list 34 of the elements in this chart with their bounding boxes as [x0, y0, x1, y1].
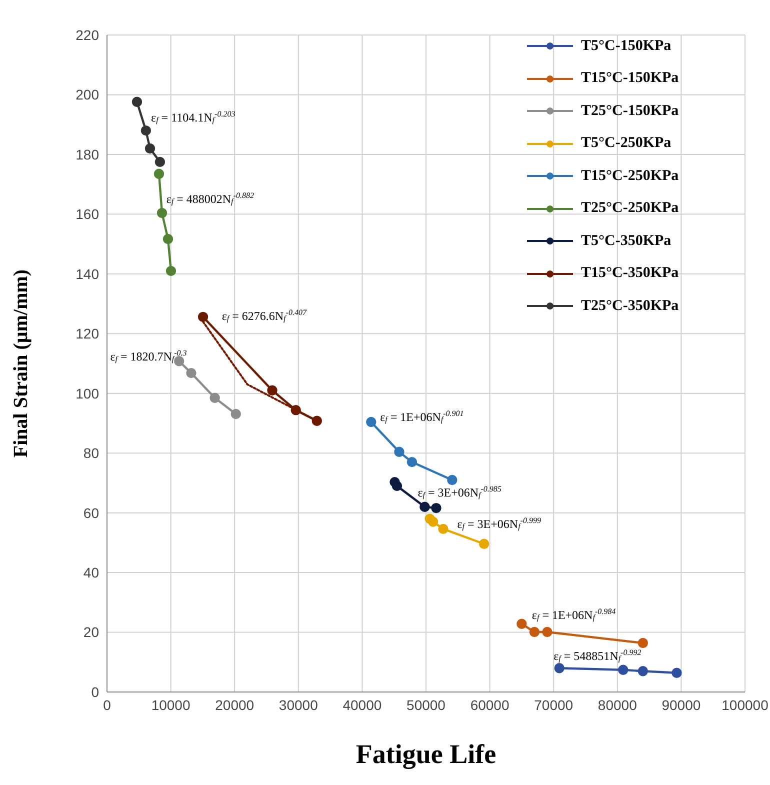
x-tick-label: 40000 — [342, 696, 382, 713]
y-tick-label: 140 — [76, 266, 100, 282]
legend-label: T5°C-150KPa — [581, 38, 672, 55]
y-tick-label: 220 — [76, 26, 100, 43]
y-tick-label: 60 — [83, 504, 100, 521]
x-tick-label: 100000 — [722, 696, 769, 713]
y-tick-label: 40 — [83, 564, 100, 581]
x-tick-label: 10000 — [151, 696, 190, 713]
x-tick-label: 20000 — [215, 696, 254, 713]
legend-label: T5°C-350KPa — [581, 232, 672, 250]
y-tick-label: 20 — [83, 624, 100, 640]
legend-label: T25°C-150KPa — [581, 102, 679, 120]
y-axis-title: Final Strain (µm/mm) — [10, 269, 32, 458]
legend-label: T15°C-150KPa — [581, 70, 679, 88]
y-tick-label: 0 — [91, 684, 100, 700]
legend-label: T5°C-250KPa — [581, 135, 672, 152]
x-axis-title: Fatigue Life — [356, 739, 496, 769]
y-tick-label: 100 — [76, 385, 100, 402]
x-tick-label: 50000 — [406, 696, 446, 713]
legend-label: T25°C-350KPa — [581, 298, 679, 315]
x-tick-label: 90000 — [662, 696, 701, 713]
y-tick-label: 120 — [76, 326, 100, 342]
legend-label: T15°C-350KPa — [581, 265, 679, 282]
x-tick-label: 70000 — [534, 696, 574, 713]
y-tick-label: 80 — [83, 445, 100, 462]
legend-label: T15°C-250KPa — [581, 168, 679, 185]
x-tick-label: 0 — [103, 696, 112, 713]
x-tick-label: 30000 — [278, 696, 318, 713]
x-tick-label: 80000 — [598, 696, 638, 713]
y-tick-label: 200 — [76, 86, 100, 103]
x-tick-label: 60000 — [470, 696, 510, 713]
y-tick-label: 180 — [76, 146, 100, 162]
y-tick-label: 160 — [76, 206, 100, 222]
legend-label: T25°C-250KPa — [581, 200, 679, 218]
